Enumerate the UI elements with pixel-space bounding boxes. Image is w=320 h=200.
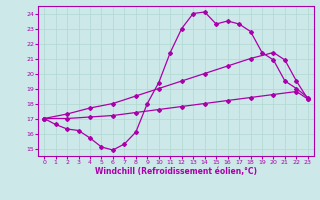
X-axis label: Windchill (Refroidissement éolien,°C): Windchill (Refroidissement éolien,°C) [95,167,257,176]
